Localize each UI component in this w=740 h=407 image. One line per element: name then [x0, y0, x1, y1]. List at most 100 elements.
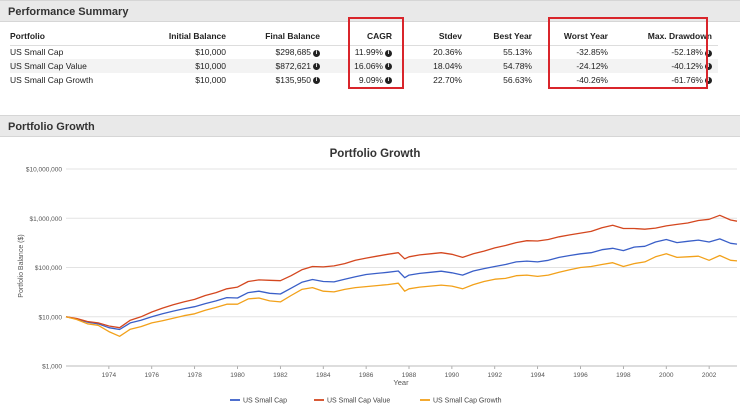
y-axis-label: Portfolio Balance ($)	[18, 234, 25, 297]
legend-item[interactable]: US Small Cap	[230, 398, 287, 405]
series-line[interactable]	[65, 238, 738, 331]
cell-final-balance: $135,950 i	[232, 73, 326, 87]
info-icon[interactable]: i	[385, 77, 392, 85]
y-tick-label: $1,000	[42, 364, 62, 371]
info-icon[interactable]: i	[313, 63, 320, 71]
col-stdev[interactable]: Stdev	[398, 28, 468, 46]
value: 16.06%	[354, 61, 383, 71]
x-tick-label: 1996	[573, 372, 588, 379]
series-line[interactable]	[65, 253, 738, 337]
cell-portfolio[interactable]: US Small Cap	[10, 47, 64, 58]
table-row: US Small Cap $10,000 $298,685 i 11.99% i 2…	[10, 45, 718, 59]
chart-legend: US Small Cap US Small Cap Value US Small C…	[230, 398, 502, 405]
cell-max-drawdown: -40.12% i	[614, 59, 718, 73]
series-line[interactable]	[65, 214, 738, 329]
performance-table: Portfolio Initial Balance Final Balance …	[10, 28, 718, 87]
legend-label: US Small Cap	[243, 398, 287, 405]
col-worst-year[interactable]: Worst Year	[538, 28, 614, 46]
chart-series	[65, 214, 738, 337]
info-icon[interactable]: i	[313, 77, 320, 85]
col-portfolio[interactable]: Portfolio	[10, 28, 160, 46]
x-tick-label: 1990	[445, 372, 460, 379]
cell-portfolio[interactable]: US Small Cap Growth	[10, 75, 94, 85]
cell-worst-year: -24.12%	[538, 59, 614, 73]
value: $872,621	[275, 61, 311, 71]
y-axis: $1,000 $10,000 $100,000 $1,000,000 $10,000,0…	[26, 167, 63, 371]
info-icon[interactable]: i	[385, 63, 392, 71]
cell-cagr: 16.06% i	[326, 59, 398, 73]
col-final-balance[interactable]: Final Balance	[232, 28, 326, 46]
cell-stdev: 18.04%	[398, 59, 468, 73]
cell-portfolio[interactable]: US Small Cap Value	[10, 59, 160, 73]
cell-initial-balance: $10,000	[195, 75, 226, 85]
col-cagr[interactable]: CAGR	[326, 28, 398, 46]
cell-cagr: 9.09% i	[326, 73, 398, 87]
legend-item[interactable]: US Small Cap Value	[314, 398, 390, 405]
drawdown-highlight-box	[548, 17, 708, 89]
x-tick-label: 2002	[702, 372, 717, 379]
x-axis: 1974 1976 1978 1980 1982 1984 1986 1988 1990 1992…	[66, 365, 737, 379]
info-icon[interactable]: i	[705, 49, 712, 57]
cell-initial-balance: $10,000	[160, 59, 232, 73]
legend-label: US Small Cap Growth	[433, 398, 502, 405]
x-tick-label: 1980	[230, 372, 245, 379]
y-tick-label: $10,000	[39, 314, 63, 321]
cell-cagr: 11.99% i	[326, 45, 398, 59]
col-max-drawdown[interactable]: Max. Drawdown	[614, 28, 718, 46]
cell-stdev: 20.36%	[433, 47, 462, 58]
x-tick-label: 2000	[659, 372, 674, 379]
y-tick-label: $1,000,000	[29, 216, 62, 223]
performance-summary-header: Performance Summary	[0, 0, 740, 22]
info-icon[interactable]: i	[385, 49, 392, 57]
cell-max-drawdown: -61.76% i	[614, 73, 718, 87]
value: $135,950	[275, 75, 311, 85]
legend-label: US Small Cap Value	[327, 398, 390, 405]
x-axis-label: Year	[393, 378, 409, 387]
performance-summary-title: Performance Summary	[8, 6, 129, 18]
x-tick-label: 1974	[102, 372, 117, 379]
chart-title: Portfolio Growth	[330, 148, 421, 160]
table-header-row: Portfolio Initial Balance Final Balance …	[10, 28, 718, 46]
portfolio-growth-title: Portfolio Growth	[8, 121, 95, 133]
info-icon[interactable]: i	[705, 77, 712, 85]
value: 11.99%	[354, 47, 383, 58]
cell-final-balance: $872,621 i	[232, 59, 326, 73]
cell-max-drawdown: -52.18% i	[614, 45, 718, 59]
x-tick-label: 1982	[273, 372, 288, 379]
cagr-highlight-box	[348, 17, 404, 89]
x-tick-label: 1998	[616, 372, 631, 379]
portfolio-growth-header: Portfolio Growth	[0, 115, 740, 137]
info-icon[interactable]: i	[705, 63, 712, 71]
chart-grid	[66, 168, 737, 367]
table-row: US Small Cap Growth $10,000 $135,950 i 9.…	[10, 73, 718, 87]
x-tick-label: 1988	[402, 372, 417, 379]
x-tick-label: 1978	[187, 372, 202, 379]
cell-worst-year: -40.26%	[576, 75, 608, 85]
x-tick-label: 1994	[530, 372, 545, 379]
cell-worst-year: -32.85%	[576, 47, 608, 58]
y-tick-label: $100,000	[35, 265, 62, 272]
portfolio-growth-panel: Portfolio Growth $1,000 $10,000 $100,000 $1…	[0, 138, 740, 407]
cell-best-year: 56.63%	[503, 75, 532, 85]
value: -61.76%	[671, 75, 703, 85]
value: -52.18%	[671, 47, 703, 58]
portfolio-growth-chart: Portfolio Growth $1,000$10,000$100,000$1…	[18, 148, 738, 405]
cell-final-balance: $298,685 i	[232, 45, 326, 59]
value: $298,685	[275, 47, 311, 58]
col-best-year[interactable]: Best Year	[468, 28, 538, 46]
x-tick-label: 1976	[145, 372, 160, 379]
performance-summary-panel: Portfolio Initial Balance Final Balance …	[10, 17, 730, 106]
y-tick-label: $10,000,000	[26, 167, 63, 174]
col-initial-balance[interactable]: Initial Balance	[160, 28, 232, 46]
cell-stdev: 22.70%	[433, 75, 462, 85]
cell-best-year: 55.13%	[503, 47, 532, 58]
value: -40.12%	[671, 61, 703, 71]
table-row: US Small Cap Value $10,000 $872,621 i 16.…	[10, 59, 718, 73]
x-tick-label: 1986	[359, 372, 374, 379]
info-icon[interactable]: i	[313, 49, 320, 57]
cell-initial-balance: $10,000	[195, 47, 226, 58]
legend-item[interactable]: US Small Cap Growth	[420, 398, 502, 405]
value: 9.09%	[358, 75, 383, 85]
cell-best-year: 54.78%	[468, 59, 538, 73]
x-tick-label: 1992	[488, 372, 503, 379]
